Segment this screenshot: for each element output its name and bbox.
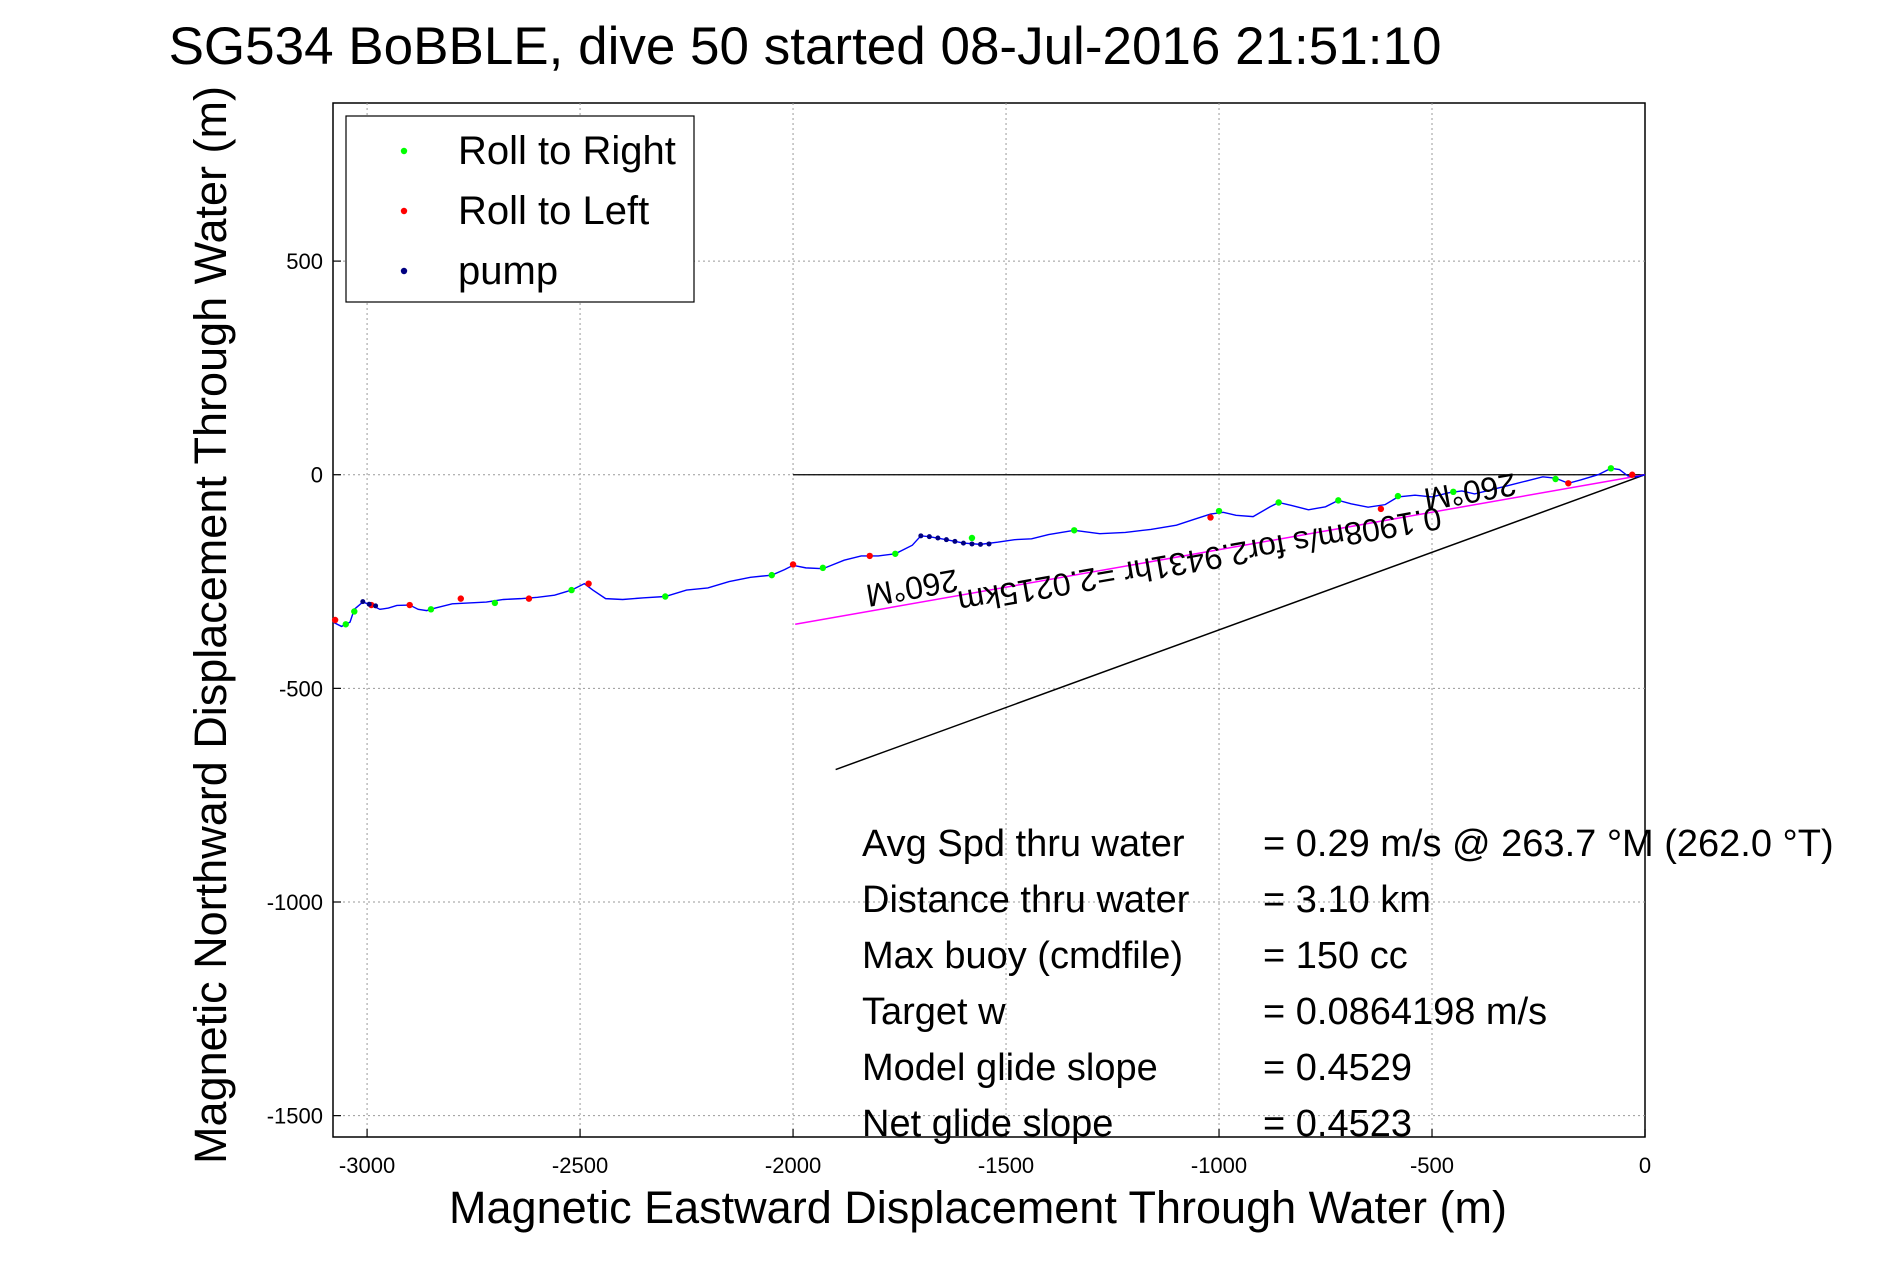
series-point-roll-to-left [1629, 471, 1636, 478]
y-tick-label: 0 [311, 463, 323, 488]
series-point-roll-to-right [342, 621, 349, 628]
series-point-roll-to-right [1394, 492, 1402, 500]
series-point-pump [373, 603, 379, 609]
series-point-pump [360, 599, 366, 605]
series-point-roll-to-right [568, 586, 575, 594]
series-point-pump [935, 535, 941, 541]
series-point-roll-to-left [457, 595, 464, 602]
legend-label: pump [458, 249, 558, 293]
current-vector-line [795, 473, 1646, 626]
series-point-roll-to-right [1275, 499, 1282, 506]
series-point-pump [977, 541, 983, 547]
stats-value: = 0.29 m/s @ 263.7 °M (262.0 °T) [1263, 823, 1834, 865]
stats-label: Avg Spd thru water [862, 823, 1185, 865]
series-point-roll-to-right [1070, 527, 1078, 534]
x-tick-label: 0 [1639, 1153, 1651, 1178]
y-tick-label: 500 [286, 249, 323, 274]
series-point-roll-to-right [1450, 488, 1457, 496]
series-point-pump [986, 541, 992, 547]
legend-label: Roll to Left [458, 189, 649, 233]
stats-value: = 0.0864198 m/s [1263, 991, 1547, 1033]
y-tick-label: -500 [279, 676, 323, 701]
x-tick-label: -1000 [1191, 1153, 1247, 1178]
series-point-pump [969, 541, 975, 547]
series-point-roll-to-right [351, 608, 358, 615]
stats-label: Net glide slope [862, 1103, 1113, 1145]
x-tick-label: -500 [1410, 1153, 1454, 1178]
series-point-roll-to-right [892, 550, 899, 557]
series-point-roll-to-left [866, 552, 873, 560]
series-point-roll-to-right [427, 606, 435, 613]
stats-label: Distance thru water [862, 879, 1190, 921]
y-tick-label: -1000 [267, 890, 323, 915]
series-point-roll-to-right [768, 571, 775, 579]
series-point-roll-to-left [331, 616, 339, 624]
series-point-roll-to-right [1607, 465, 1615, 472]
series-point-roll-to-left [1565, 480, 1572, 487]
series-point-pump [943, 537, 949, 543]
series-point-roll-to-right [662, 593, 669, 600]
y-tick-label: -1500 [267, 1104, 323, 1129]
series-point-pump [918, 533, 924, 539]
x-tick-label: -3000 [339, 1153, 395, 1178]
chart-title: SG534 BoBBLE, dive 50 started 08-Jul-201… [169, 17, 1442, 76]
stats-value: = 150 cc [1263, 935, 1408, 977]
stats-block: Avg Spd thru water = 0.29 m/s @ 263.7 °M … [862, 823, 1834, 1145]
y-axis-label: Magnetic Northward Displacement Through … [185, 86, 236, 1164]
series-point-pump [926, 534, 932, 540]
series-point-roll-to-left [789, 561, 797, 568]
stats-label: Target w [862, 991, 1006, 1033]
series-point-roll-to-left [1207, 514, 1214, 521]
series-point-roll-to-right [491, 599, 499, 607]
series-point-roll-to-left [1377, 505, 1385, 513]
heading-vector-line [835, 474, 1646, 771]
legend: Roll to Right Roll to Left pump [345, 115, 695, 303]
series-point-roll-to-right [1335, 497, 1342, 504]
series-point-pump [952, 538, 958, 544]
stats-value: = 0.4529 [1263, 1047, 1412, 1089]
series-point-roll-to-left [585, 580, 592, 587]
legend-marker [400, 267, 408, 275]
series-point-roll-to-right [1552, 475, 1559, 483]
x-tick-label: -2000 [765, 1153, 821, 1178]
legend-marker [400, 147, 408, 155]
series-point-roll-to-left [406, 601, 413, 609]
legend-label: Roll to Right [458, 129, 676, 173]
series-point-pump [960, 540, 966, 546]
legend-marker [400, 207, 408, 215]
x-axis-label: Magnetic Eastward Displacement Through W… [449, 1182, 1507, 1233]
stats-label: Model glide slope [862, 1047, 1158, 1089]
series-point-pump [366, 601, 372, 607]
stats-value: = 3.10 km [1263, 879, 1431, 921]
x-tick-label: -1500 [978, 1153, 1034, 1178]
stats-value: = 0.4523 [1263, 1103, 1412, 1145]
stats-label: Max buoy (cmdfile) [862, 935, 1183, 977]
x-tick-label: -2500 [552, 1153, 608, 1178]
series-point-roll-to-left [525, 595, 533, 602]
series-point-roll-to-right [819, 564, 827, 572]
series-point-roll-to-right [1215, 507, 1223, 515]
series-point-roll-to-right [968, 534, 976, 542]
